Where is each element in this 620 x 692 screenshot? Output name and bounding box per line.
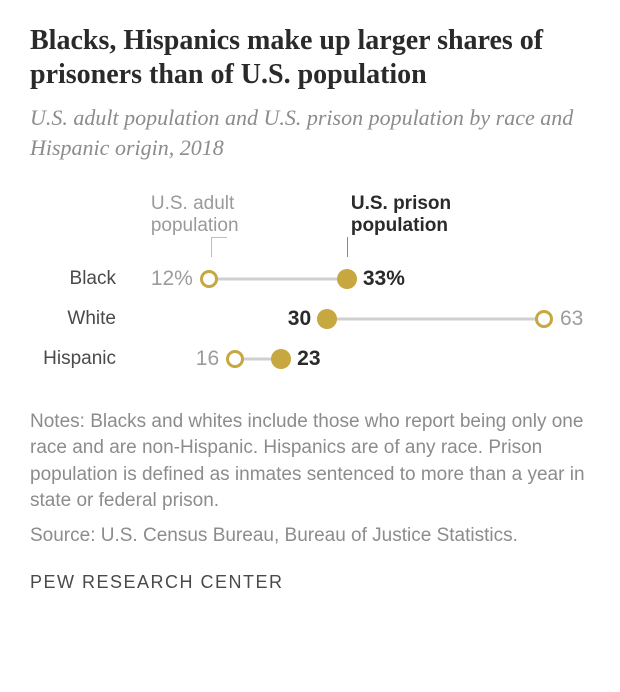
legend-prison: U.S. prisonpopulation: [351, 193, 451, 239]
adult-value: 63: [560, 307, 583, 331]
chart-legend: U.S. adultpopulation U.S. prisonpopulatio…: [130, 193, 590, 259]
adult-value: 12%: [151, 267, 193, 291]
chart-track: 1623: [130, 349, 590, 369]
prison-dot: [337, 269, 357, 289]
chart-track: 63 30: [130, 309, 590, 329]
subtitle: U.S. adult population and U.S. prison po…: [30, 103, 590, 162]
prison-dot: [317, 309, 337, 329]
source-text: Source: U.S. Census Bureau, Bureau of Ju…: [30, 523, 590, 550]
prison-value: 30: [288, 307, 311, 331]
prison-value: 33%: [363, 267, 405, 291]
row-label: Black: [30, 268, 130, 290]
adult-value: 16: [196, 347, 219, 371]
chart-row: White 63 30: [30, 299, 590, 339]
adult-dot: [200, 270, 218, 288]
dumbbell-chart: U.S. adultpopulation U.S. prisonpopulatio…: [30, 193, 590, 379]
legend-line-adult: [211, 237, 212, 257]
chart-row: Hispanic1623: [30, 339, 590, 379]
notes-text: Notes: Blacks and whites include those w…: [30, 409, 590, 515]
connector-line: [209, 277, 347, 280]
row-label: White: [30, 308, 130, 330]
adult-dot: [226, 350, 244, 368]
row-label: Hispanic: [30, 348, 130, 370]
chart-track: 12% 33%: [130, 269, 590, 289]
legend-line-adult-h: [211, 237, 227, 238]
connector-line: [327, 317, 544, 320]
adult-dot: [535, 310, 553, 328]
chart-row: Black 12% 33%: [30, 259, 590, 299]
footer-text: PEW RESEARCH CENTER: [30, 572, 590, 593]
prison-dot: [271, 349, 291, 369]
prison-value: 23: [297, 347, 320, 371]
legend-adult: U.S. adultpopulation: [151, 193, 239, 239]
page-title: Blacks, Hispanics make up larger shares …: [30, 24, 590, 91]
legend-line-prison: [347, 237, 348, 257]
chart-rows: Black12%33%White6330Hispanic1623: [30, 259, 590, 379]
